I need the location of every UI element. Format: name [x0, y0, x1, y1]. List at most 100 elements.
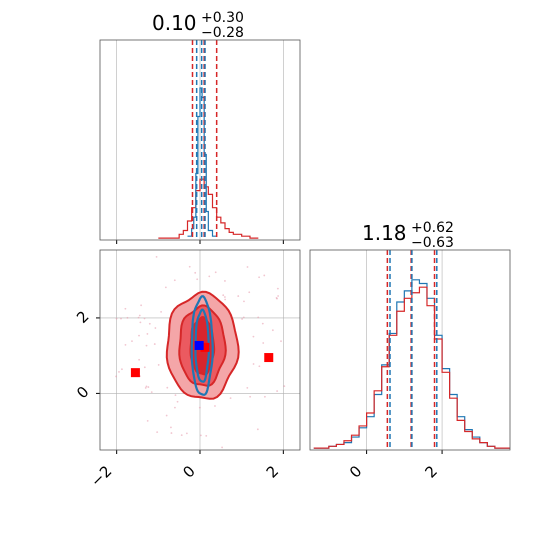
scatter-point: [154, 327, 157, 329]
scatter-point: [124, 307, 127, 310]
scatter-point: [252, 335, 255, 338]
scatter-point: [145, 385, 148, 388]
scatter-point: [146, 333, 149, 335]
scatter-point: [214, 405, 216, 407]
joint-x-tick-label: 0: [179, 462, 198, 481]
scatter-point: [276, 390, 279, 392]
scatter-point: [248, 291, 251, 294]
scatter-point: [262, 342, 265, 344]
scatter-point: [256, 428, 259, 431]
joint-x-tick-label: 2: [263, 462, 282, 481]
scatter-point: [264, 395, 266, 398]
scatter-point: [199, 434, 202, 437]
scatter-point: [188, 265, 191, 268]
marker-red: [130, 368, 140, 378]
scatter-point: [277, 295, 280, 297]
scatter-point: [194, 271, 197, 274]
panel-joint-2d: −2 0 2 0 2: [73, 249, 301, 490]
scatter-point: [115, 317, 118, 320]
right-axes-frame: [309, 249, 511, 451]
scatter-point: [170, 426, 172, 429]
scatter-point: [198, 406, 201, 409]
top-axes-frame: [99, 39, 301, 241]
right-x-tick-label: 0: [346, 462, 365, 481]
scatter-point: [139, 321, 142, 324]
title-param-2: 1.18 +0.62 −0.63: [362, 220, 454, 251]
title-2-upper: +0.62: [411, 220, 454, 236]
scatter-point: [166, 386, 169, 389]
scatter-point: [258, 276, 261, 279]
marker-blue: [194, 340, 204, 350]
scatter-point: [237, 295, 240, 297]
scatter-point: [174, 406, 176, 409]
scatter-point: [208, 275, 211, 278]
scatter-point: [196, 278, 199, 281]
scatter-point: [185, 432, 188, 435]
scatter-point: [143, 366, 146, 369]
title-param-1: 0.10 +0.30 −0.28: [152, 10, 244, 41]
scatter-point: [153, 343, 156, 345]
scatter-point: [246, 266, 249, 268]
scatter-point: [147, 386, 150, 388]
scatter-point: [131, 340, 133, 343]
scatter-point: [120, 317, 122, 320]
scatter-point: [156, 431, 159, 434]
scatter-point: [176, 400, 179, 403]
title-2-median: 1.18: [362, 221, 407, 245]
title-2-lower: −0.63: [411, 235, 454, 251]
scatter-point: [276, 287, 279, 290]
scatter-point: [118, 371, 120, 373]
scatter-point: [165, 414, 168, 417]
scatter-point: [144, 387, 147, 389]
scatter-point: [271, 329, 274, 332]
scatter-point: [229, 397, 232, 399]
scatter-point: [214, 271, 217, 274]
scatter-point: [246, 387, 249, 389]
title-1-lower: −0.28: [201, 25, 244, 41]
contour-blue-level: [190, 295, 214, 396]
hist-2-red-series: [313, 286, 510, 449]
scatter-point: [138, 314, 141, 317]
joint-x-tick-label: −2: [87, 462, 115, 490]
scatter-point: [242, 316, 245, 319]
scatter-point: [257, 316, 260, 319]
right-x-tick-label: 2: [421, 462, 440, 481]
title-1-upper: +0.30: [201, 10, 244, 26]
scatter-point: [224, 296, 226, 298]
scatter-point: [143, 317, 146, 320]
joint-y-tick-label: 2: [73, 307, 92, 326]
scatter-point: [258, 365, 261, 368]
scatter-point: [140, 304, 143, 307]
joint-y-tick-label: 0: [73, 383, 92, 402]
scatter-point: [155, 255, 158, 258]
scatter-point: [174, 394, 177, 397]
title-1-median: 0.10: [152, 11, 197, 35]
scatter-point: [137, 316, 140, 319]
scatter-point: [170, 432, 173, 434]
scatter-point: [241, 318, 243, 320]
scatter-point: [148, 322, 151, 325]
scatter-point: [164, 286, 167, 289]
scatter-point: [126, 316, 129, 319]
hist-1-red-series: [158, 178, 259, 239]
panel-marginal-param-1: [99, 39, 301, 244]
joint-axes-frame: [99, 249, 301, 451]
scatter-point: [157, 364, 160, 366]
scatter-point: [138, 334, 140, 337]
scatter-point: [280, 340, 282, 343]
scatter-point: [252, 363, 255, 365]
scatter-point: [145, 344, 148, 347]
scatter-point: [205, 435, 208, 437]
scatter-point: [160, 310, 162, 313]
scatter-point: [224, 280, 226, 282]
scatter-point: [121, 368, 123, 371]
marker-red: [200, 342, 210, 352]
scatter-point: [243, 300, 245, 303]
scatter-point: [173, 279, 176, 282]
scatter-point: [224, 298, 227, 301]
scatter-point: [150, 391, 153, 394]
scatter-point: [180, 434, 183, 437]
scatter-point: [221, 446, 223, 449]
scatter-point: [124, 343, 127, 346]
